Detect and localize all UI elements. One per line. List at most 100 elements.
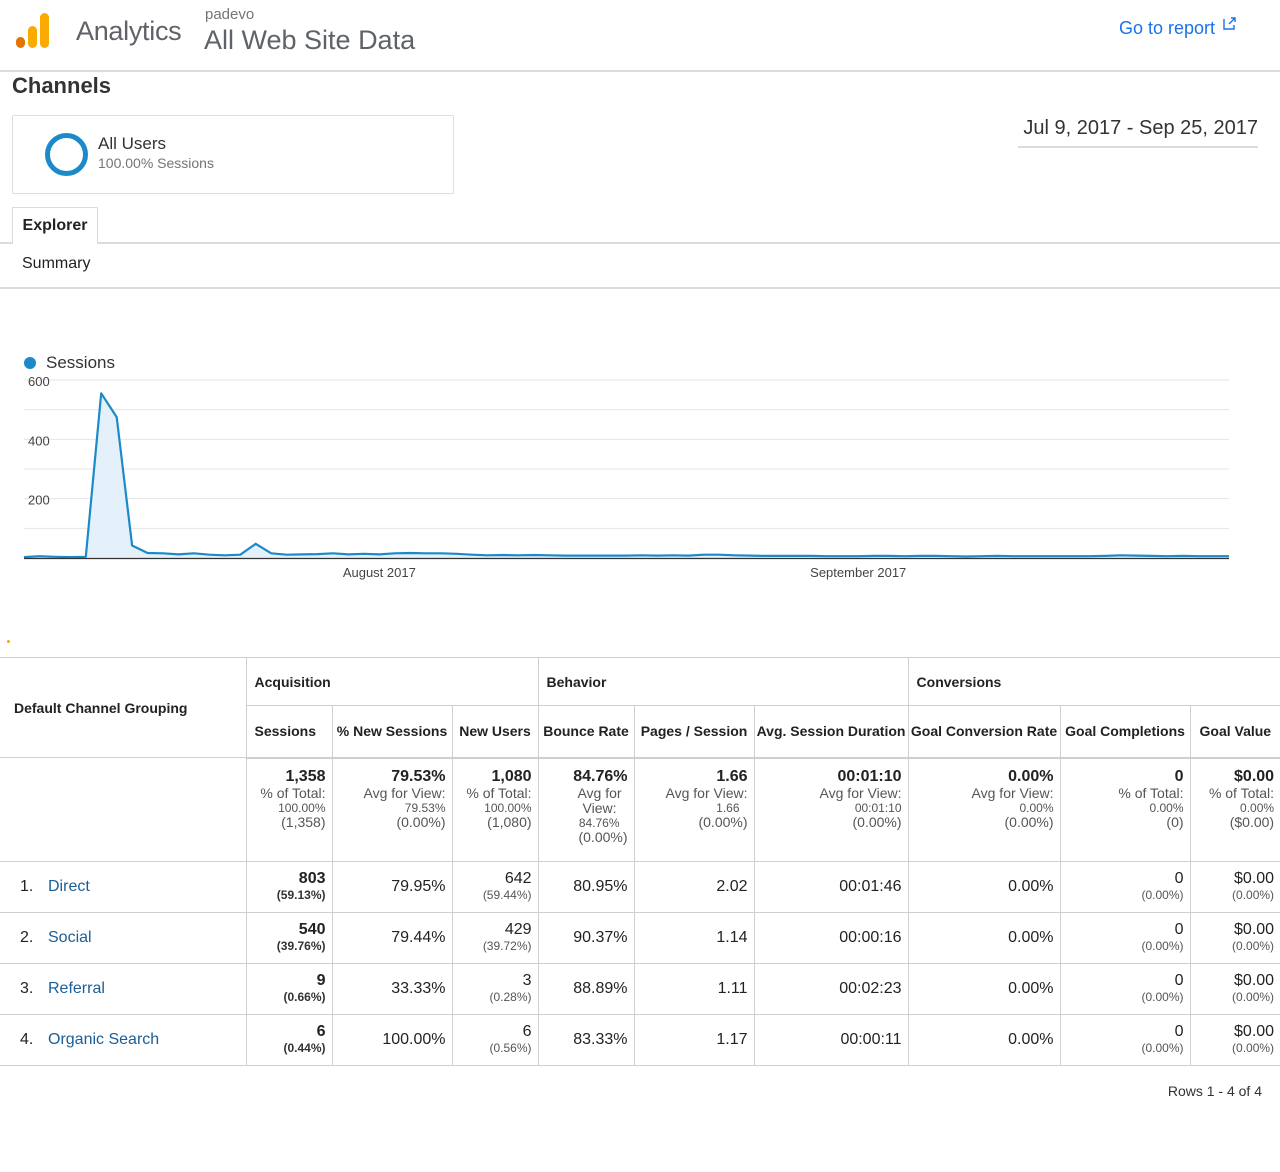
total-label: Avg for View:	[577, 784, 622, 816]
subtab-summary[interactable]: Summary	[22, 255, 91, 272]
subtab-divider	[0, 287, 1280, 289]
row-rank: 1.	[20, 878, 34, 895]
total-sub: 0.00%	[1149, 800, 1184, 815]
new-sessions-cell: 100.00%	[331, 1014, 453, 1066]
channel-cell: 2. Social	[0, 912, 247, 964]
cell-value: 429	[504, 921, 532, 938]
total-value: 1,358	[285, 767, 326, 785]
cell-value: 642	[504, 870, 532, 887]
sessions-line	[23, 392, 1229, 559]
col-new-sessions[interactable]: % New Sessions	[331, 705, 453, 759]
col-sessions[interactable]: Sessions	[246, 705, 333, 759]
sessions-cell: 540 (39.76%)	[245, 912, 333, 964]
total-label: Avg for View:	[665, 784, 748, 801]
total-cell: 1,080% of Total: 100.00% (1,080)	[451, 757, 539, 862]
group-conversions: Conversions	[907, 657, 1280, 706]
cell-share: (0.44%)	[283, 1041, 326, 1055]
total-label: % of Total:	[260, 784, 326, 801]
total-cell: 84.76% Avg for View: 84.76% (0.00%)	[537, 757, 635, 862]
col-avg-duration[interactable]: Avg. Session Duration	[753, 705, 909, 759]
cell-value: 6	[522, 1023, 532, 1040]
cell-value: $0.00	[1234, 870, 1275, 887]
cell-share: (0.00%)	[1232, 990, 1275, 1004]
new-sessions-cell: 79.95%	[331, 861, 453, 913]
goal-value-cell: $0.00 (0.00%)	[1189, 963, 1280, 1015]
cell-share: (0.00%)	[1232, 1041, 1275, 1055]
cell-share: (39.72%)	[482, 939, 532, 953]
account-name[interactable]: padevo	[205, 6, 255, 23]
total-value: 0	[1174, 767, 1184, 785]
channel-link[interactable]: Referral	[48, 980, 105, 997]
pages-session-cell: 1.17	[633, 1014, 755, 1066]
y-tick-label: 200	[28, 493, 50, 508]
goal-conv-rate-cell: 0.00%	[907, 1014, 1061, 1066]
cell-value: 0	[1174, 972, 1184, 989]
bounce-rate-cell: 80.95%	[537, 861, 635, 913]
cell-value: 803	[298, 870, 326, 887]
cell-value: 0	[1174, 1023, 1184, 1040]
col-pages-session[interactable]: Pages / Session	[633, 705, 755, 759]
cell-share: (59.13%)	[276, 888, 326, 902]
row-rank: 3.	[20, 980, 34, 997]
avg-duration-cell: 00:01:46	[753, 861, 909, 913]
cell-value: $0.00	[1234, 921, 1275, 938]
total-value: 1.66	[716, 767, 748, 785]
legend-label: Sessions	[46, 353, 115, 372]
app-header: Analytics padevo All Web Site Data Go to…	[0, 0, 1280, 72]
report-table: Default Channel Grouping Acquisition Beh…	[0, 657, 1280, 1066]
total-cell: 0.00% Avg for View: 0.00% (0.00%)	[907, 757, 1061, 862]
col-goal-completions[interactable]: Goal Completions	[1059, 705, 1191, 759]
table-row: 1. Direct 803 (59.13%) 79.95% 642 (59.44%) 80.9…	[0, 861, 1280, 913]
total-sub: (0.00%)	[1004, 813, 1054, 830]
channel-link[interactable]: Organic Search	[48, 1031, 160, 1048]
app-name: Analytics	[76, 16, 182, 46]
col-goal-conv-rate[interactable]: Goal Conversion Rate	[907, 705, 1061, 759]
dimension-header[interactable]: Default Channel Grouping	[0, 657, 247, 758]
goal-conv-rate-cell: 0.00%	[907, 912, 1061, 964]
total-sub: (0.00%)	[852, 813, 902, 830]
tab-explorer[interactable]: Explorer	[12, 207, 98, 244]
sessions-chart[interactable]: 600 400 200 August 2017 September 2017	[0, 370, 1280, 590]
goal-completions-cell: 0 (0.00%)	[1059, 1014, 1191, 1066]
channel-cell: 4. Organic Search	[0, 1014, 247, 1066]
goal-value-cell: $0.00 (0.00%)	[1189, 1014, 1280, 1066]
goal-completions-cell: 0 (0.00%)	[1059, 963, 1191, 1015]
channel-cell: 1. Direct	[0, 861, 247, 913]
rows-info: Rows 1 - 4 of 4	[1167, 1083, 1262, 1099]
go-to-report-label: Go to report	[1118, 18, 1215, 38]
x-axis-labels: August 2017 September 2017	[343, 565, 906, 580]
analytics-logo-icon	[16, 13, 49, 48]
col-bounce-rate[interactable]: Bounce Rate	[537, 705, 635, 759]
channel-link[interactable]: Direct	[48, 878, 90, 895]
totals-dim-cell	[0, 757, 247, 862]
total-label: % of Total:	[1208, 784, 1275, 801]
cell-share: (59.44%)	[482, 888, 532, 902]
date-range-picker[interactable]: Jul 9, 2017 - Sep 25, 2017	[1018, 117, 1258, 148]
sessions-area	[24, 393, 1229, 558]
col-goal-value[interactable]: Goal Value	[1189, 705, 1280, 759]
go-to-report-link[interactable]: Go to report	[1118, 17, 1236, 39]
col-new-users[interactable]: New Users	[451, 705, 539, 759]
goal-conv-rate-cell: 0.00%	[907, 861, 1061, 913]
total-sub: (0.00%)	[698, 813, 748, 830]
y-axis-labels: 600 400 200	[28, 374, 50, 508]
cell-value: 6	[316, 1023, 326, 1040]
new-users-cell: 3 (0.28%)	[451, 963, 539, 1015]
goal-completions-cell: 0 (0.00%)	[1059, 861, 1191, 913]
table-row: 3. Referral 9 (0.66%) 33.33% 3 (0.28%) 88.89% 1.…	[0, 963, 1280, 1015]
group-behavior: Behavior	[537, 657, 909, 706]
segment-card[interactable]: All Users 100.00% Sessions	[12, 115, 454, 194]
goal-value-cell: $0.00 (0.00%)	[1189, 861, 1280, 913]
property-view-name[interactable]: All Web Site Data	[204, 25, 416, 55]
total-sub: (1,358)	[281, 813, 326, 830]
chart-legend[interactable]: Sessions	[24, 353, 115, 373]
total-sub: 1.66	[716, 800, 740, 815]
total-sub: 0.00%	[1019, 800, 1054, 815]
total-sub: 0.00%	[1240, 800, 1275, 815]
new-users-cell: 6 (0.56%)	[451, 1014, 539, 1066]
tab-divider	[0, 242, 1280, 244]
bounce-rate-cell: 83.33%	[537, 1014, 635, 1066]
segment-detail: 100.00% Sessions	[98, 155, 214, 171]
channel-link[interactable]: Social	[48, 929, 92, 946]
total-sub: (0.00%)	[578, 828, 628, 845]
